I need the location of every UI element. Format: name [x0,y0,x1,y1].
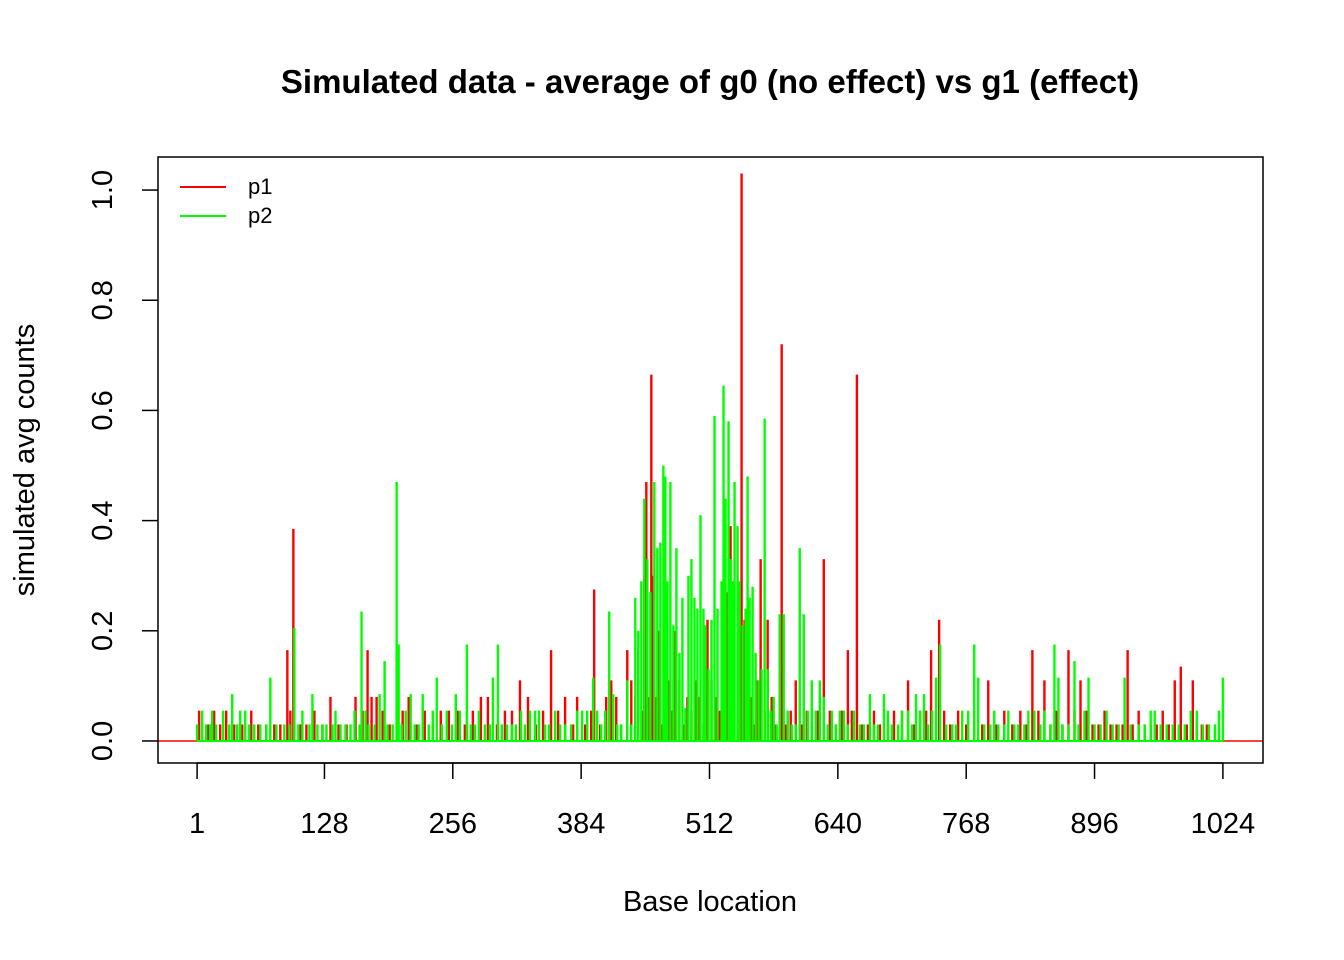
legend-label-p1: p1 [248,174,272,199]
series-p2 [195,385,1225,742]
x-axis-label: Base location [623,886,797,918]
legend: p1 p2 [180,174,272,228]
y-tick-label: 0.4 [87,500,119,540]
x-tick-label: 512 [685,808,733,840]
y-tick-label: 0.2 [87,611,119,651]
x-tick-label: 1024 [1191,808,1256,840]
plot-area [158,173,1263,742]
y-axis-label: simulated avg counts [9,324,41,596]
legend-label-p2: p2 [248,203,272,228]
y-tick-label: 0.8 [87,280,119,320]
x-tick-label: 768 [942,808,990,840]
y-tick-label: 0.6 [87,390,119,430]
x-tick-label: 640 [814,808,862,840]
x-axis: 1 128 256 384 512 640 768 896 1024 [189,762,1256,840]
x-tick-label: 896 [1070,808,1118,840]
x-tick-label: 1 [189,808,205,840]
x-tick-label: 256 [429,808,477,840]
chart-title: Simulated data - average of g0 (no effec… [281,63,1139,100]
y-axis: 0.0 0.2 0.4 0.6 0.8 1.0 [87,170,158,761]
y-tick-label: 0.0 [87,721,119,761]
x-tick-label: 384 [557,808,605,840]
x-tick-label: 128 [300,808,348,840]
y-tick-label: 1.0 [87,170,119,210]
